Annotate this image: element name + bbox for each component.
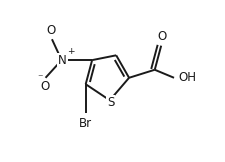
Text: Br: Br <box>79 117 92 130</box>
Text: O: O <box>157 30 166 43</box>
Text: O: O <box>46 24 56 37</box>
Text: ⁻: ⁻ <box>38 73 43 83</box>
Text: S: S <box>106 96 114 109</box>
Text: N: N <box>58 54 66 67</box>
Text: OH: OH <box>177 71 195 84</box>
Text: O: O <box>40 80 49 93</box>
Text: +: + <box>66 47 74 56</box>
